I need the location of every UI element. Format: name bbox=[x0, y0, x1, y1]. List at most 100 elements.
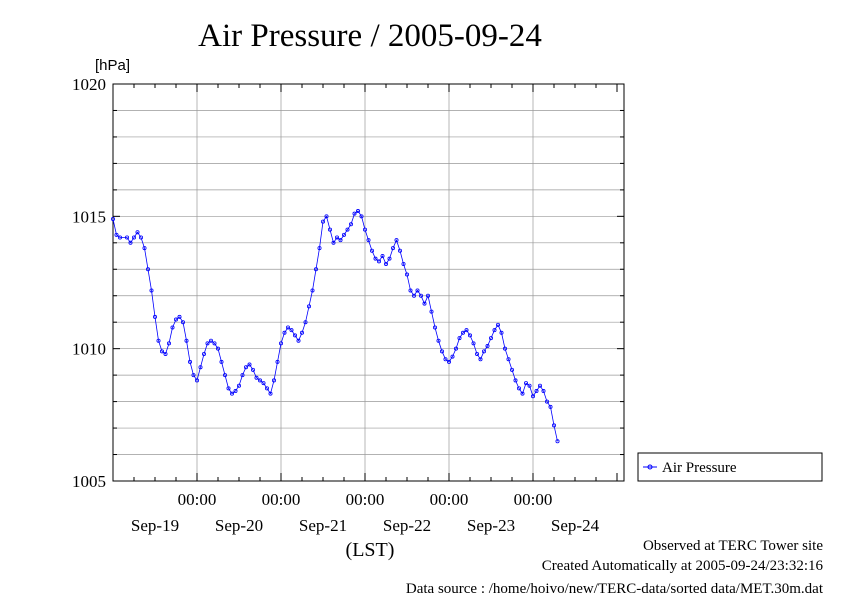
data-point bbox=[159, 349, 164, 354]
data-point bbox=[387, 256, 392, 261]
data-point bbox=[362, 227, 367, 232]
data-point bbox=[373, 256, 378, 261]
data-point bbox=[310, 288, 315, 293]
data-point bbox=[418, 293, 423, 298]
x-axis-label: (LST) bbox=[346, 539, 395, 561]
data-point bbox=[513, 378, 518, 383]
series-layer bbox=[111, 209, 560, 444]
data-point bbox=[359, 214, 364, 219]
data-point bbox=[506, 357, 511, 362]
data-point bbox=[443, 357, 448, 362]
data-point bbox=[324, 214, 329, 219]
data-point bbox=[492, 328, 497, 333]
data-point bbox=[474, 351, 479, 356]
data-point bbox=[145, 267, 150, 272]
data-point bbox=[299, 330, 304, 335]
data-point bbox=[233, 389, 238, 394]
data-point bbox=[254, 375, 259, 380]
data-point bbox=[125, 235, 130, 240]
data-point bbox=[397, 248, 402, 253]
data-point bbox=[502, 346, 507, 351]
data-point bbox=[247, 362, 252, 367]
data-point bbox=[464, 328, 469, 333]
data-point bbox=[548, 404, 553, 409]
data-point bbox=[380, 254, 385, 259]
data-point bbox=[467, 333, 472, 338]
data-point bbox=[317, 246, 322, 251]
x-day-label: Sep-19 bbox=[131, 516, 179, 535]
data-point bbox=[261, 381, 266, 386]
data-point bbox=[296, 338, 301, 343]
data-point bbox=[205, 341, 210, 346]
data-point bbox=[135, 230, 140, 235]
data-point bbox=[509, 367, 514, 372]
data-point bbox=[194, 378, 199, 383]
y-tick-label: 1015 bbox=[72, 207, 106, 226]
data-point bbox=[131, 235, 136, 240]
x-time-label: 00:00 bbox=[262, 490, 301, 509]
legend-box bbox=[637, 452, 823, 482]
data-point bbox=[338, 238, 343, 243]
data-point bbox=[352, 211, 357, 216]
data-point bbox=[306, 304, 311, 309]
data-point bbox=[545, 399, 550, 404]
data-point bbox=[394, 238, 399, 243]
y-tick-label: 1005 bbox=[72, 472, 106, 491]
data-point bbox=[170, 325, 175, 330]
data-point bbox=[499, 330, 504, 335]
data-point bbox=[198, 365, 203, 370]
data-point bbox=[383, 261, 388, 266]
x-day-label: Sep-23 bbox=[467, 516, 515, 535]
data-point bbox=[422, 301, 427, 306]
data-point bbox=[156, 338, 161, 343]
plot-frame bbox=[112, 83, 625, 482]
data-point bbox=[303, 320, 308, 325]
data-point bbox=[285, 325, 290, 330]
data-point bbox=[278, 341, 283, 346]
data-point bbox=[495, 322, 500, 327]
data-point bbox=[439, 349, 444, 354]
data-point bbox=[534, 389, 539, 394]
data-point bbox=[327, 227, 332, 232]
legend-marker-swatch bbox=[647, 464, 653, 470]
data-point bbox=[355, 209, 360, 214]
data-point bbox=[292, 333, 297, 338]
data-point bbox=[538, 383, 543, 388]
x-day-label: Sep-24 bbox=[551, 516, 600, 535]
footer-source: Data source : /home/hoivo/new/TERC-data/… bbox=[406, 581, 824, 595]
x-day-label: Sep-22 bbox=[383, 516, 431, 535]
data-point bbox=[446, 359, 451, 364]
x-time-label: 00:00 bbox=[346, 490, 385, 509]
data-point bbox=[271, 378, 276, 383]
data-point bbox=[485, 344, 490, 349]
footer-created: Created Automatically at 2005-09-24/23:3… bbox=[542, 558, 824, 574]
data-point bbox=[222, 373, 227, 378]
data-point bbox=[268, 391, 273, 396]
data-point bbox=[275, 359, 280, 364]
series-line bbox=[112, 210, 558, 442]
data-point bbox=[401, 261, 406, 266]
data-point bbox=[524, 381, 529, 386]
data-point bbox=[366, 238, 371, 243]
data-point bbox=[219, 359, 224, 364]
data-point bbox=[436, 338, 441, 343]
data-point bbox=[453, 346, 458, 351]
data-point bbox=[177, 314, 182, 319]
data-point bbox=[180, 320, 185, 325]
axes: 1005 1010 1015 1020 00:00 00:00 00:00 00:00 00:0… bbox=[72, 75, 624, 535]
data-point bbox=[243, 365, 248, 370]
x-time-label: 00:00 bbox=[514, 490, 553, 509]
data-point bbox=[212, 341, 217, 346]
chart-title: Air Pressure / 2005-09-24 bbox=[198, 18, 542, 54]
data-point bbox=[128, 240, 133, 245]
data-point bbox=[289, 328, 294, 333]
data-point bbox=[541, 389, 546, 394]
data-point bbox=[348, 222, 353, 227]
x-day-label: Sep-20 bbox=[215, 516, 263, 535]
data-point bbox=[531, 394, 536, 399]
data-point bbox=[404, 272, 409, 277]
data-point bbox=[390, 246, 395, 251]
data-point bbox=[334, 235, 339, 240]
data-point bbox=[149, 288, 154, 293]
